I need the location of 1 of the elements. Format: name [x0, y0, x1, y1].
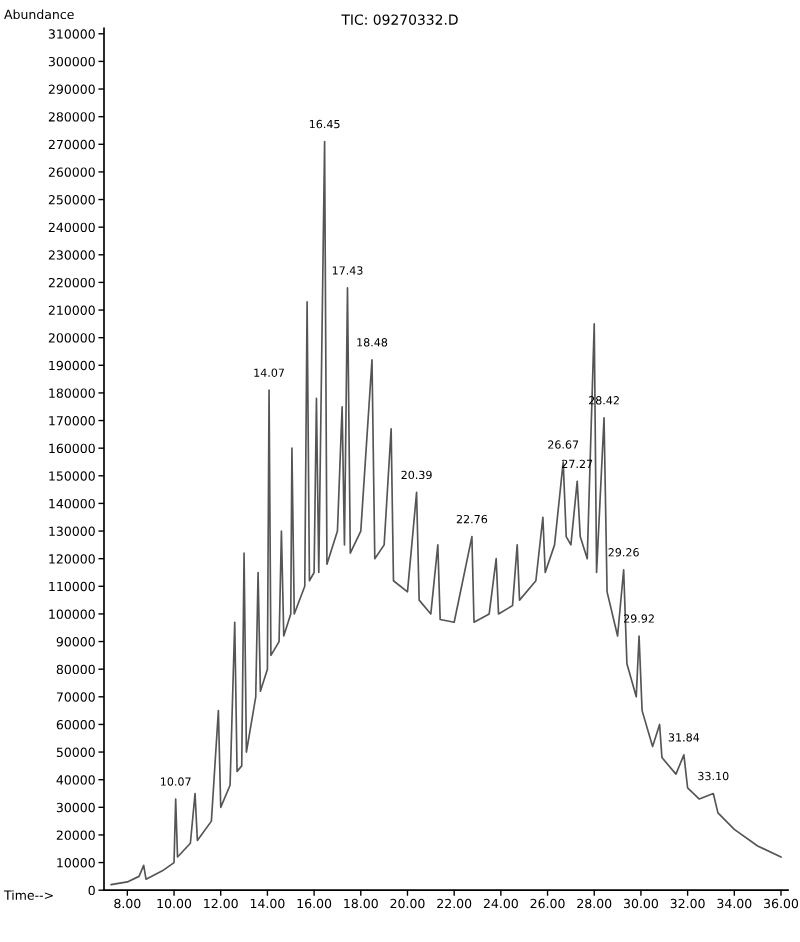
line-series — [110, 140, 782, 886]
